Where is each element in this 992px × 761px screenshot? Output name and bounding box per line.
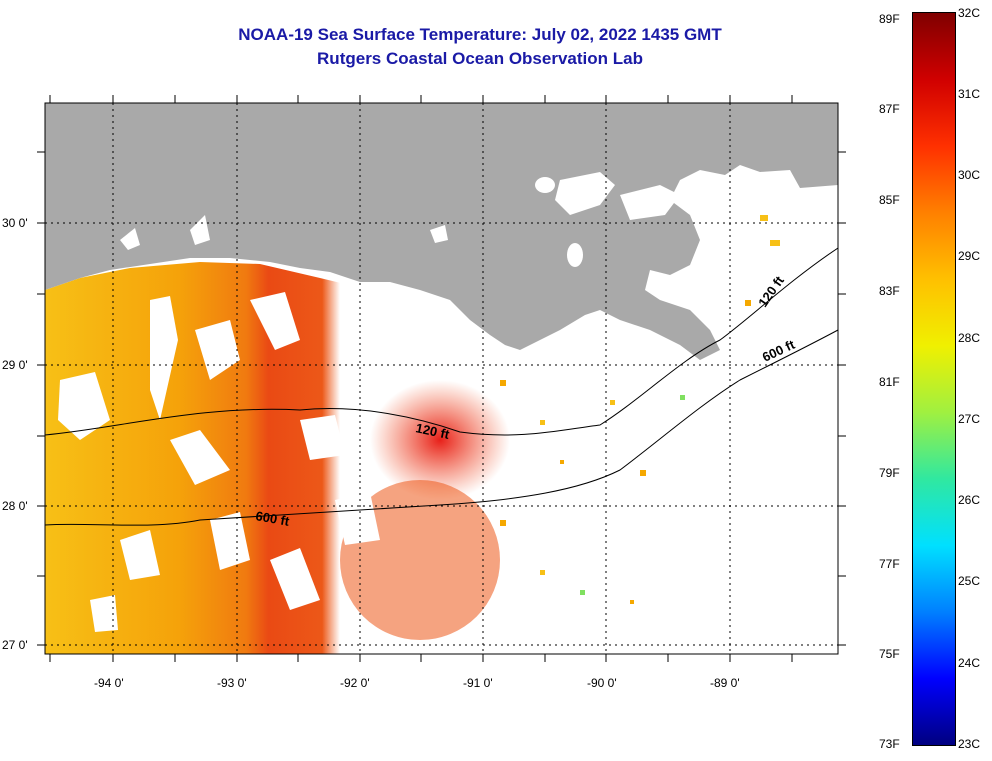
lon-label: -89 0' (710, 676, 740, 690)
lat-label: 29 0' (2, 358, 28, 372)
lat-label: 30 0' (2, 216, 28, 230)
lon-label: -94 0' (94, 676, 124, 690)
tick-marks (37, 95, 846, 662)
contour-600ft (45, 329, 838, 526)
colorbar-f-label: 81F (879, 375, 900, 389)
colorbar-c-label: 31C (958, 87, 981, 101)
map-plot-area (45, 103, 838, 654)
contour-120ft (45, 247, 838, 436)
colorbar-c-label: 25C (958, 574, 981, 588)
cloud-patches (58, 292, 445, 632)
colorbar-f-label: 73F (879, 737, 900, 751)
lat-label: 28 0' (2, 499, 28, 513)
lon-label: -93 0' (217, 676, 247, 690)
lon-label: -92 0' (340, 676, 370, 690)
colorbar-c-label: 28C (958, 331, 981, 345)
colorbar-f-label: 77F (879, 557, 900, 571)
colorbar-f-label: 85F (879, 193, 900, 207)
map-title: NOAA-19 Sea Surface Temperature: July 02… (238, 25, 722, 44)
colorbar-c-label: 23C (958, 737, 981, 751)
lon-label: -90 0' (587, 676, 617, 690)
colorbar-c-label: 30C (958, 168, 981, 182)
colorbar-f-label: 87F (879, 102, 900, 116)
colorbar-c-label: 24C (958, 656, 981, 670)
colorbar-f-label: 75F (879, 647, 900, 661)
colorbar-f-label: 83F (879, 284, 900, 298)
lat-label: 27 0' (2, 638, 28, 652)
map-subtitle: Rutgers Coastal Ocean Observation Lab (317, 49, 643, 68)
colorbar-c-label: 26C (958, 493, 981, 507)
lon-label: -91 0' (463, 676, 493, 690)
contour-label-600ft-west: 600 ft (254, 508, 291, 529)
colorbar-c-label: 29C (958, 249, 981, 263)
sst-hotspot (370, 380, 510, 500)
colorbar-c-label: 27C (958, 412, 981, 426)
graticule (45, 103, 838, 654)
temperature-colorbar (912, 12, 956, 746)
land-lakes (120, 172, 680, 267)
colorbar-f-label: 79F (879, 466, 900, 480)
depth-contours (45, 247, 838, 526)
contour-label-120ft-west: 120 ft (414, 420, 451, 442)
colorbar-f-label: 89F (879, 12, 900, 26)
map-frame (44, 102, 839, 655)
colorbar-c-label: 32C (958, 6, 981, 20)
